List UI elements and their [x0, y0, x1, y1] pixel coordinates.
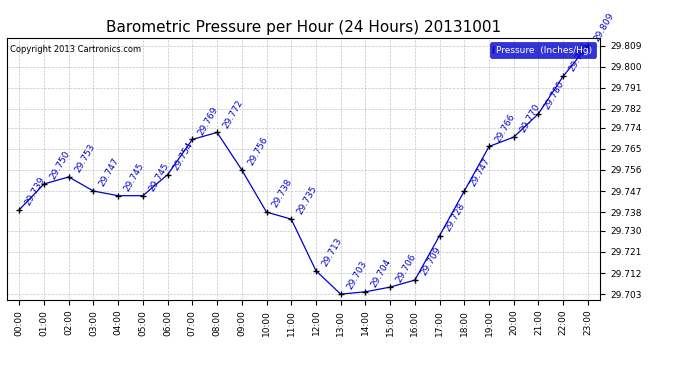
Text: 29.772: 29.772	[221, 98, 245, 130]
Text: 29.770: 29.770	[518, 102, 542, 134]
Text: 29.704: 29.704	[370, 257, 393, 289]
Text: 29.766: 29.766	[493, 112, 517, 144]
Text: 29.754: 29.754	[172, 140, 195, 172]
Text: 29.713: 29.713	[320, 236, 344, 268]
Text: 29.747: 29.747	[469, 157, 492, 188]
Text: 29.745: 29.745	[147, 161, 170, 193]
Text: 29.728: 29.728	[444, 201, 467, 233]
Text: 29.753: 29.753	[73, 142, 97, 174]
Text: 29.756: 29.756	[246, 135, 270, 167]
Text: Copyright 2013 Cartronics.com: Copyright 2013 Cartronics.com	[10, 45, 141, 54]
Text: 29.735: 29.735	[295, 184, 319, 216]
Legend: Pressure  (Inches/Hg): Pressure (Inches/Hg)	[490, 42, 595, 58]
Text: 29.780: 29.780	[542, 79, 566, 111]
Text: 29.709: 29.709	[419, 246, 442, 277]
Text: 29.769: 29.769	[197, 105, 220, 136]
Text: 29.796: 29.796	[567, 42, 591, 74]
Text: 29.750: 29.750	[48, 149, 72, 181]
Text: 29.739: 29.739	[23, 175, 47, 207]
Title: Barometric Pressure per Hour (24 Hours) 20131001: Barometric Pressure per Hour (24 Hours) …	[106, 20, 501, 35]
Text: 29.703: 29.703	[345, 260, 368, 291]
Text: 29.809: 29.809	[592, 11, 615, 43]
Text: 29.745: 29.745	[122, 161, 146, 193]
Text: 29.738: 29.738	[270, 177, 294, 209]
Text: 29.706: 29.706	[394, 252, 418, 284]
Text: 29.747: 29.747	[97, 157, 121, 188]
